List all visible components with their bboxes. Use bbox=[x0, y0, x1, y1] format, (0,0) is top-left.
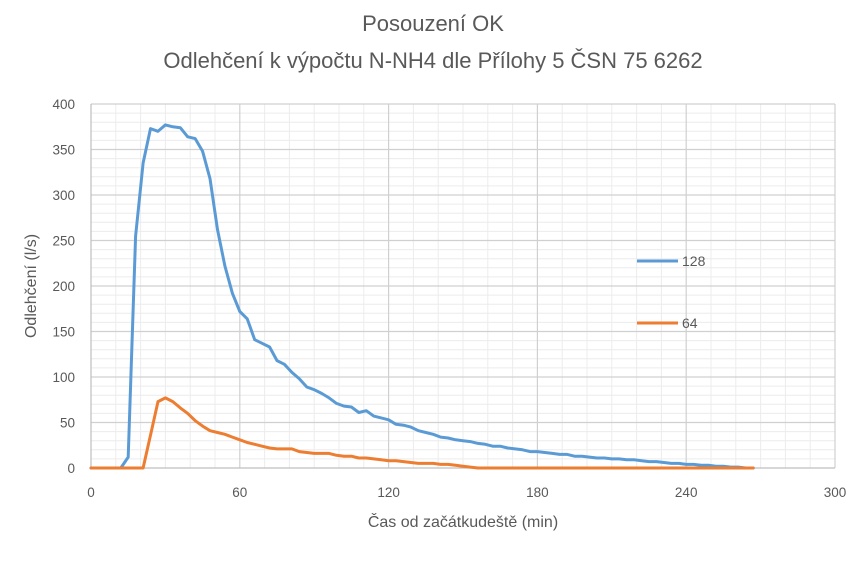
y-tick-label: 250 bbox=[52, 234, 75, 249]
y-tick-label: 0 bbox=[67, 461, 75, 476]
x-tick-label: 240 bbox=[675, 485, 698, 500]
series-line-64 bbox=[89, 396, 755, 470]
x-axis-title: Čas od začátkudeště (min) bbox=[368, 512, 558, 531]
y-axis-title: Odlehčení (l/s) bbox=[23, 234, 40, 338]
legend: 128 64 bbox=[637, 253, 706, 331]
x-tick-label: 180 bbox=[526, 485, 549, 500]
y-tick-label: 50 bbox=[60, 416, 75, 431]
series-line-128 bbox=[89, 123, 755, 470]
y-tick-label: 400 bbox=[52, 97, 75, 112]
series-lines bbox=[89, 123, 755, 470]
y-tick-label: 300 bbox=[52, 188, 75, 203]
chart-title-line1: Posouzení OK bbox=[362, 11, 504, 36]
x-tick-label: 60 bbox=[232, 485, 247, 500]
y-tick-label: 100 bbox=[52, 370, 75, 385]
gridlines bbox=[91, 103, 836, 468]
tick-labels: 0 60 120 180 240 300 0 50 100 150 200 250 300 350 400 bbox=[52, 97, 846, 500]
y-tick-label: 150 bbox=[52, 325, 75, 340]
legend-label-128: 128 bbox=[682, 253, 706, 269]
chart-title-line2: Odlehčení k výpočtu N-NH4 dle Přílohy 5 … bbox=[163, 48, 702, 73]
legend-label-64: 64 bbox=[682, 315, 698, 331]
y-tick-label: 350 bbox=[52, 143, 75, 158]
x-tick-label: 0 bbox=[87, 485, 95, 500]
x-tick-label: 120 bbox=[377, 485, 400, 500]
x-tick-label: 300 bbox=[824, 485, 847, 500]
y-tick-label: 200 bbox=[52, 279, 75, 294]
